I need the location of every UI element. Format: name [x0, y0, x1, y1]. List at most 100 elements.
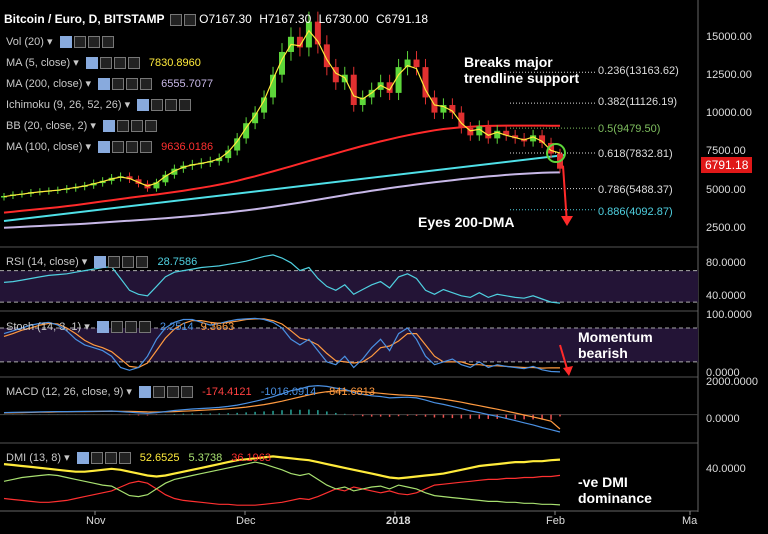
settings-icon[interactable] — [112, 78, 125, 91]
price-axis-tick: 12500.00 — [706, 69, 752, 81]
settings-icon[interactable] — [169, 13, 182, 26]
macd-line — [3, 384, 561, 433]
candle-body — [359, 97, 366, 106]
dmi-adx-value: 52.6525 — [139, 452, 180, 464]
add-icon[interactable] — [122, 256, 135, 269]
indicator-bb[interactable]: BB (20, close, 2) ▾ — [6, 119, 157, 133]
price-axis-tick: 2500.00 — [706, 222, 746, 234]
add-icon[interactable] — [113, 57, 126, 70]
candle-body — [404, 59, 411, 68]
close-icon[interactable] — [179, 99, 192, 112]
indicator-ichimoku[interactable]: Ichimoku (9, 26, 52, 26) ▾ — [6, 98, 192, 112]
dmi-label[interactable]: DMI (13, 8) ▾ 52.6525 5.3738 36.1963 — [6, 452, 272, 465]
close-icon[interactable] — [140, 141, 153, 154]
annotation-eyes: Eyes 200-DMA — [418, 214, 515, 230]
settings-icon[interactable] — [108, 256, 121, 269]
ma5-value: 7830.8960 — [148, 57, 201, 69]
candle-body — [171, 168, 178, 175]
stoch-d-line — [3, 318, 561, 369]
stoch-d-value: 9.3663 — [200, 321, 235, 333]
rsi-line — [3, 254, 561, 304]
candle-body — [270, 74, 277, 98]
eye-icon[interactable] — [137, 99, 150, 112]
annotation-momentum: Momentum bearish — [578, 329, 653, 361]
add-icon[interactable] — [167, 386, 180, 399]
indicator-ma100[interactable]: MA (100, close) ▾ 9636.0186 — [6, 141, 214, 154]
close-icon[interactable] — [144, 120, 157, 133]
close-icon[interactable] — [138, 321, 151, 334]
target-arrow-head — [561, 216, 573, 226]
eye-icon[interactable] — [59, 36, 72, 49]
annotation-breaks: Breaks major trendline support — [464, 54, 580, 86]
indicator-ma200[interactable]: MA (200, close) ▾ 6555.7077 — [6, 78, 214, 91]
price-axis-tick: 5000.00 — [706, 184, 746, 196]
dmi-plus-line — [3, 461, 561, 506]
fib-label: 0.382(11126.19) — [598, 96, 678, 108]
eye-icon[interactable] — [94, 256, 107, 269]
settings-icon[interactable] — [112, 141, 125, 154]
candle-body — [323, 44, 330, 68]
rsi-value: 28.7586 — [157, 256, 198, 268]
candle-body — [216, 158, 223, 162]
add-icon[interactable] — [126, 78, 139, 91]
close-icon[interactable] — [136, 256, 149, 269]
macd-label[interactable]: MACD (12, 26, close, 9) ▾ -174.4121 -101… — [6, 386, 375, 399]
fib-label: 0.786(5488.37) — [598, 184, 673, 196]
candle-body — [1, 195, 7, 198]
candle-body — [135, 179, 142, 184]
candle-body — [395, 67, 402, 93]
rsi-label[interactable]: RSI (14, close) ▾ 28.7586 — [6, 256, 198, 269]
ohlc-low: L6730.00 — [318, 12, 369, 26]
symbol-title[interactable]: Bitcoin / Euro, D, BITSTAMP — [4, 12, 165, 26]
stoch-k-line — [3, 317, 561, 373]
eye-icon[interactable] — [96, 321, 109, 334]
add-icon[interactable] — [126, 141, 139, 154]
eye-icon[interactable] — [98, 141, 111, 154]
add-icon[interactable] — [104, 452, 117, 465]
annotation-dmi: -ve DMI dominance — [578, 474, 652, 506]
candle-body — [126, 176, 133, 180]
eye-icon[interactable] — [98, 78, 111, 91]
trendline-support — [3, 154, 566, 222]
candle-body — [332, 67, 339, 83]
candle-body — [225, 150, 232, 159]
indicator-ma5[interactable]: MA (5, close) ▾ 7830.8960 — [6, 57, 201, 70]
settings-icon[interactable] — [116, 120, 129, 133]
stoch-axis-tick: 100.0000 — [706, 309, 752, 321]
macd-value: -1016.0914 — [260, 386, 317, 398]
eye-icon[interactable] — [85, 57, 98, 70]
stoch-label[interactable]: Stoch (14, 3, 1) ▾ 2.2514 9.3663 — [6, 321, 235, 334]
settings-icon[interactable] — [73, 36, 86, 49]
ma5-line — [3, 29, 561, 198]
candle-body — [440, 105, 447, 113]
format-icon[interactable] — [183, 13, 196, 26]
indicator-vol[interactable]: Vol (20) ▾ — [6, 35, 114, 49]
fib-label: 0.236(13163.62) — [598, 65, 679, 77]
candle-body — [234, 138, 241, 151]
add-icon[interactable] — [165, 99, 178, 112]
close-icon[interactable] — [101, 36, 114, 49]
add-icon[interactable] — [130, 120, 143, 133]
add-icon[interactable] — [87, 36, 100, 49]
eye-icon[interactable] — [102, 120, 115, 133]
candle-body — [458, 112, 465, 128]
ohlc-close: C6791.18 — [376, 12, 429, 26]
rsi-axis-tick: 80.0000 — [706, 257, 746, 269]
settings-icon[interactable] — [90, 452, 103, 465]
close-icon[interactable] — [181, 386, 194, 399]
candle-body — [512, 135, 519, 139]
settings-icon[interactable] — [110, 321, 123, 334]
settings-icon[interactable] — [153, 386, 166, 399]
close-icon[interactable] — [127, 57, 140, 70]
close-icon[interactable] — [118, 452, 131, 465]
eye-icon[interactable] — [139, 386, 152, 399]
candle-body — [386, 82, 393, 93]
settings-icon[interactable] — [151, 99, 164, 112]
candle-body — [377, 82, 384, 90]
ma100-line — [3, 124, 560, 214]
add-icon[interactable] — [124, 321, 137, 334]
settings-icon[interactable] — [99, 57, 112, 70]
close-icon[interactable] — [140, 78, 153, 91]
eye-icon[interactable] — [76, 452, 89, 465]
